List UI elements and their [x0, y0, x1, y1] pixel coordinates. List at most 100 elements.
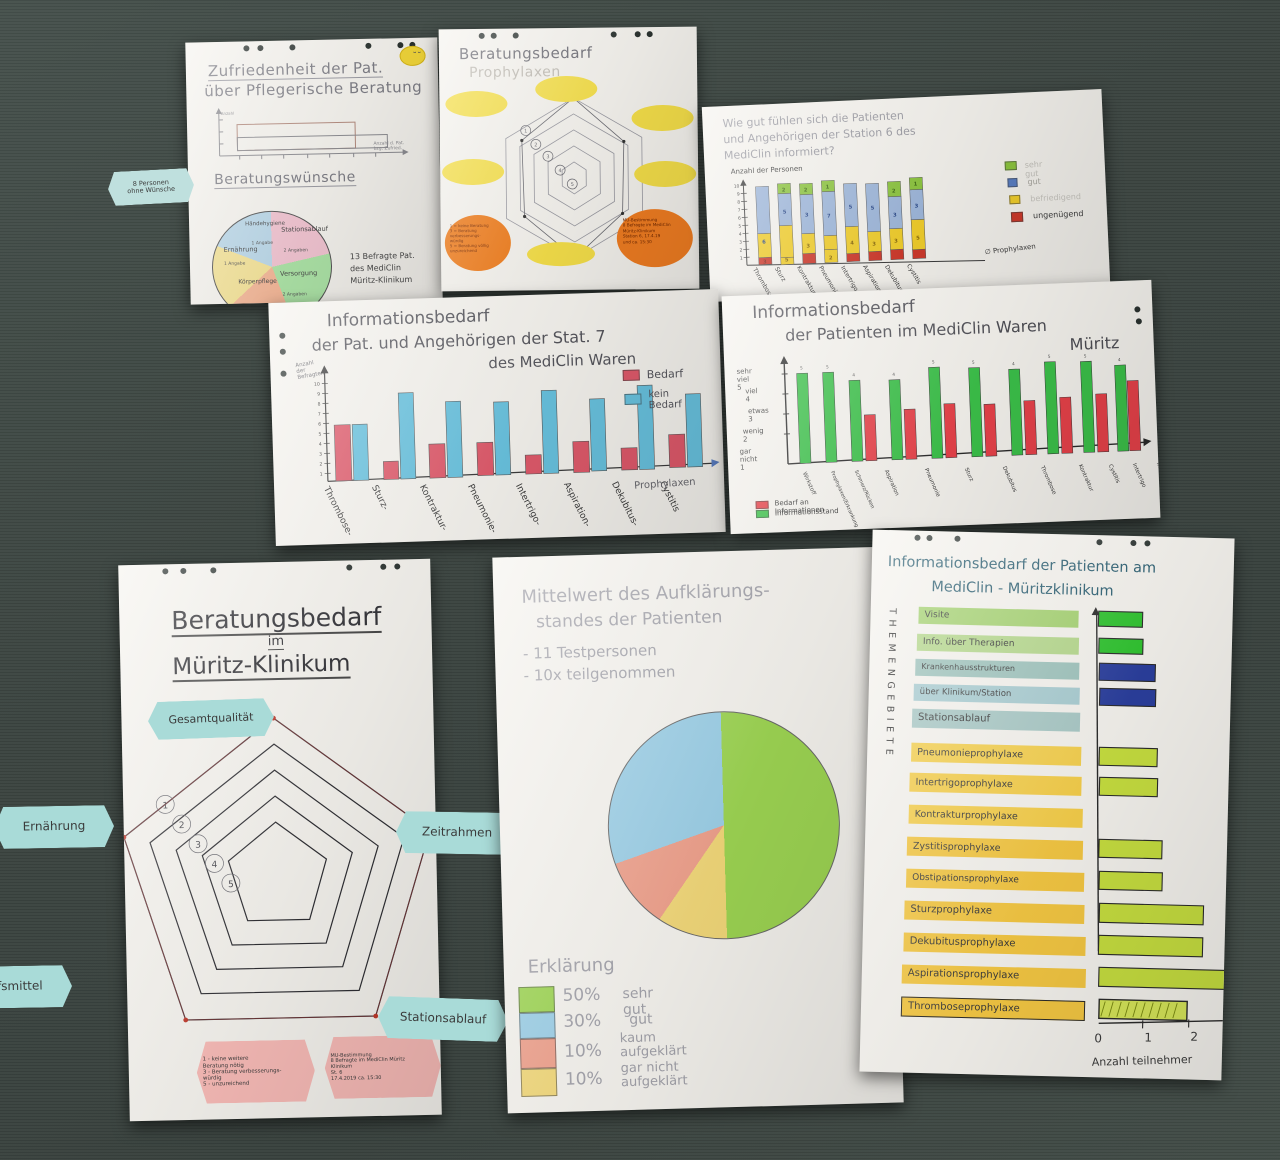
xlabel-thrombose: Thrombose: [1038, 465, 1057, 496]
axis-tag-hilfsmittel: Hilfsmittel: [0, 965, 72, 1009]
flipchart-beratungsbedarf-muritz-klinikum[interactable]: Beratungsbedarf im Müritz-Klinikum 1 2 3 4…: [118, 558, 442, 1122]
svg-text:3: 3: [763, 259, 767, 265]
svg-text:5: 5: [1048, 354, 1051, 359]
flipchart-informationsbedarf-themengebiete[interactable]: Informationsbedarf der Patienten am Medi…: [859, 529, 1235, 1081]
sheet1-side-note: 13 Befragte Pat. des MediClin Müritz-Kli…: [349, 250, 415, 286]
sheet1-subtitle: Beratungswünsche: [214, 169, 356, 190]
ylabel-gar-nicht-1: gar nicht 1: [739, 447, 758, 472]
svg-text:1: 1: [740, 255, 743, 261]
svg-text:4: 4: [559, 168, 562, 174]
svg-text:1: 1: [162, 801, 168, 811]
svg-text:2: 2: [319, 462, 322, 468]
sheet7-pie-chart: [604, 708, 844, 943]
sheet4-title-line1: Informationsbedarf: [326, 306, 490, 332]
svg-text:4: 4: [1118, 357, 1121, 362]
svg-text:4: 4: [319, 442, 322, 448]
sheet8-title-line1: Informationsbedarf der Patienten am: [887, 554, 1157, 577]
svg-text:5: 5: [1084, 353, 1087, 358]
sheet3-title: Wie gut fühlen sich die Patienten und An…: [722, 109, 916, 163]
svg-text:6: 6: [318, 422, 321, 428]
category-chip-zystitisprophylaxe: Zystitisprophylaxe: [906, 836, 1084, 860]
svg-text:4: 4: [892, 372, 895, 377]
xlabel-aspiration: Aspiration: [882, 469, 900, 497]
category-chip-kontrakturprophylaxe: Kontrakturprophylaxe: [908, 804, 1083, 828]
flipchart-beratungsbedarf-prophylaxen[interactable]: Beratungsbedarf Prophylaxen: [438, 26, 700, 292]
svg-text:1: 1: [914, 181, 918, 187]
xlabel-aspiration: Aspiration-: [561, 480, 593, 529]
legend-label-bedarf: Bedarf: [646, 367, 684, 382]
svg-text:9: 9: [737, 192, 740, 198]
sheet4-xaxis-label: Prophylaxen: [633, 476, 696, 492]
legend-pct-sehr-gut: 50%: [562, 984, 601, 1006]
ylabel-etwas-3: etwas 3: [747, 406, 769, 424]
sheet1-title-line2: über Pflegerische Beratung: [204, 77, 423, 101]
category-chip-dekubitusprophylaxe: Dekubitusprophylaxe: [903, 932, 1086, 956]
xtick-2: 2: [1190, 1029, 1199, 1044]
axis-tag-gesamtqualitaet: Gesamtqualität: [147, 698, 274, 740]
svg-text:3: 3: [915, 203, 919, 209]
svg-text:5: 5: [228, 880, 234, 890]
punch-holes: [118, 563, 430, 582]
svg-text:3: 3: [319, 452, 322, 458]
xlabel-schmerz-ruecken: Schmerz/Rücken: [852, 469, 876, 510]
svg-text:3: 3: [739, 239, 742, 245]
sheet8-category-labels: Visite Info. über Therapien Krankenhauss…: [900, 606, 1093, 1021]
sheet3-yaxis-label: Anzahl der Personen: [730, 164, 803, 176]
legend-label-gar-nicht: gar nicht aufgeklärt: [620, 1059, 688, 1091]
svg-text:5: 5: [783, 209, 787, 215]
svg-text:1: 1: [826, 184, 830, 190]
xlabel-sturz: Sturz: [962, 466, 975, 483]
sheet7-legend-title: Erklärung: [527, 954, 615, 978]
xlabel-kontraktur: Kontraktur: [1076, 463, 1095, 493]
pie-slice-label-versorgung: Versorgung: [280, 268, 318, 278]
sheet5-title-line1: Informationsbedarf: [751, 296, 916, 324]
category-chip-sturzprophylaxe: Sturzprophylaxe: [904, 900, 1085, 924]
category-chip-pneumonieprophylaxe: Pneumonieprophylaxe: [911, 742, 1082, 766]
pie-slice-value-ernaehrung: 1 Angabe: [223, 261, 246, 267]
flipchart-informationsbedarf-waren-muritz[interactable]: Informationsbedarf der Patienten im Medi…: [721, 279, 1161, 535]
category-chip-visite: Visite: [918, 606, 1079, 628]
flipchart-informationsbedarf-stat7[interactable]: Informationsbedarf der Pat. und Angehöri…: [268, 288, 726, 547]
sheet5-bar-chart: 5 5 4 4 5 5 4 5 5 4: [780, 353, 1152, 465]
legend-label-sehr-gut: sehr gut: [1024, 159, 1043, 179]
pie-slice-label-haendehygiene: Händehygiene: [245, 220, 286, 228]
pie-slice-label-stationsablauf: Stationsablauf: [281, 224, 329, 234]
svg-text:1: 1: [320, 472, 323, 478]
flipchart-wie-gut-informiert[interactable]: Wie gut fühlen sich die Patienten und An…: [701, 89, 1111, 302]
sheet7-title-line1: Mittelwert des Aufklärungs-: [521, 579, 770, 608]
sheet7-bullet-1: - 11 Testpersonen: [522, 641, 657, 663]
svg-text:2: 2: [892, 188, 896, 194]
svg-text:4: 4: [852, 372, 855, 377]
category-chip-stationsablauf: Stationsablauf: [911, 708, 1081, 732]
legend-swatch-bedarf-informationen: [755, 500, 769, 510]
flipchart-zufriedenheit[interactable]: ˘˘ Zufriedenheit der Pat. über Pflegeris…: [185, 37, 443, 305]
svg-text:10: 10: [734, 184, 740, 190]
svg-text:7: 7: [318, 412, 321, 418]
pie-slice-value-versorgung: 2 Angaben: [282, 292, 307, 298]
sheet6-title-line3: Müritz-Klinikum: [172, 650, 351, 683]
xlabel-intertrigo: Intertrigo: [1130, 462, 1147, 489]
category-chip-aspirationsprophylaxe: Aspirationsprophylaxe: [901, 964, 1087, 988]
svg-text:5: 5: [932, 359, 935, 364]
xlabel-infektion: Infektion: [1154, 461, 1161, 487]
sheet8-side-label: THEMENGEBIETE: [883, 608, 898, 761]
legend-label-kaum: kaum aufgeklärt: [619, 1030, 687, 1061]
svg-text:2: 2: [179, 821, 185, 831]
axis-tag-ernaehrung: Ernährung: [0, 805, 114, 849]
sheet6-radar-chart: 1 2 3 45: [121, 715, 433, 1023]
svg-text:8: 8: [317, 402, 320, 408]
category-chip-ueber-klinikum-station: über Klinikum/Station: [913, 683, 1080, 705]
svg-text:5: 5: [785, 257, 789, 263]
flipchart-mittelwert-aufklaerungsstand[interactable]: Mittelwert des Aufklärungs- standes der …: [492, 546, 904, 1114]
note-8-personen-ohne-wuensche: 8 Personen ohne Wünsche: [107, 168, 195, 206]
sheet1-title-line1: Zufriedenheit der Pat.: [207, 58, 384, 82]
pie-slice-value-stationsablauf: 2 Angaben: [283, 248, 309, 254]
svg-text:5: 5: [849, 204, 853, 210]
legend-pct-gut: 30%: [563, 1010, 602, 1032]
sheet1-axis-label: Anzahl d. Pat. bzg. Zufried.: [373, 141, 405, 152]
svg-text:3: 3: [805, 212, 809, 218]
svg-text:3: 3: [872, 241, 876, 247]
svg-text:5: 5: [972, 360, 975, 365]
